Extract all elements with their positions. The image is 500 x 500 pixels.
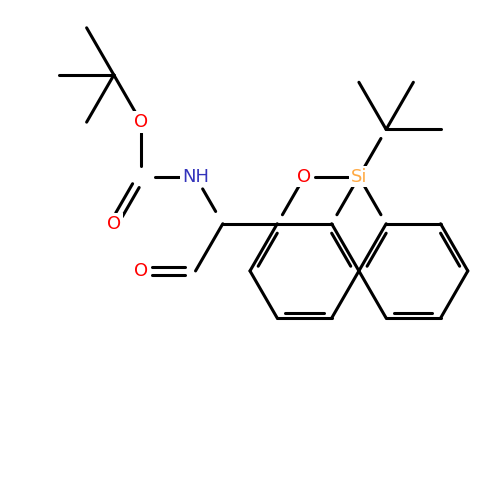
Text: Si: Si bbox=[350, 168, 367, 186]
Text: O: O bbox=[107, 215, 121, 233]
Text: O: O bbox=[134, 113, 148, 131]
Text: O: O bbox=[134, 262, 148, 280]
Text: O: O bbox=[298, 168, 312, 186]
Text: NH: NH bbox=[182, 168, 209, 186]
